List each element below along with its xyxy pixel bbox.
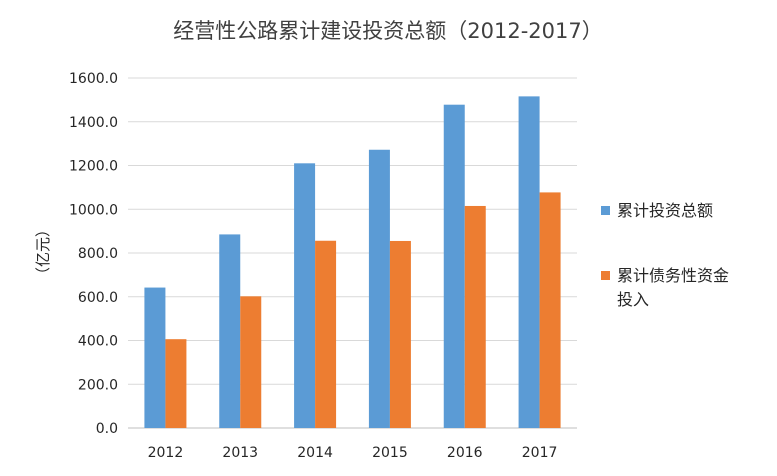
y-axis-label: （亿元） bbox=[34, 222, 52, 282]
y-tick-label: 0.0 bbox=[96, 421, 118, 437]
legend-label: 累计投资总额 bbox=[617, 201, 713, 220]
bar-total-investment-2012 bbox=[144, 287, 166, 428]
bar-total-investment-2013 bbox=[219, 234, 241, 428]
y-tick-label: 600.0 bbox=[78, 290, 118, 306]
x-tick-label: 2014 bbox=[297, 445, 333, 461]
y-tick-label: 1400.0 bbox=[69, 115, 118, 131]
x-tick-label: 2015 bbox=[372, 445, 408, 461]
y-tick-label: 800.0 bbox=[78, 246, 118, 262]
chart-title: 经营性公路累计建设投资总额（2012-2017） bbox=[173, 19, 602, 43]
x-axis-ticks: 2012 2013 2014 2015 2016 2017 bbox=[148, 445, 558, 461]
y-axis-ticks: 0.0 200.0 400.0 600.0 800.0 1000.0 1200.0 1400.… bbox=[69, 71, 118, 437]
y-tick-label: 1200.0 bbox=[69, 159, 118, 175]
y-tick-label: 1000.0 bbox=[69, 202, 118, 218]
legend-label: 累计债务性资金 bbox=[617, 266, 729, 285]
bar-debt-funding-2015 bbox=[389, 240, 411, 428]
legend-swatch bbox=[601, 271, 610, 280]
bar-total-investment-2016 bbox=[443, 104, 465, 428]
legend-swatch bbox=[601, 206, 610, 215]
bar-debt-funding-2014 bbox=[315, 240, 337, 428]
x-tick-label: 2016 bbox=[447, 445, 483, 461]
x-tick-label: 2012 bbox=[148, 445, 184, 461]
bar-total-investment-2015 bbox=[368, 149, 390, 428]
y-tick-label: 200.0 bbox=[78, 377, 118, 393]
y-tick-label: 1600.0 bbox=[69, 71, 118, 87]
bar-debt-funding-2013 bbox=[240, 296, 262, 428]
bar-debt-funding-2016 bbox=[464, 205, 486, 428]
bar-total-investment-2014 bbox=[294, 163, 316, 428]
bar-total-investment-2017 bbox=[518, 96, 540, 428]
bar-debt-funding-2017 bbox=[539, 192, 561, 428]
bars bbox=[144, 96, 561, 428]
y-tick-label: 400.0 bbox=[78, 334, 118, 350]
legend-label: 投入 bbox=[617, 290, 649, 309]
x-tick-label: 2013 bbox=[222, 445, 258, 461]
x-tick-label: 2017 bbox=[522, 445, 558, 461]
gridlines bbox=[128, 77, 577, 429]
bar-debt-funding-2012 bbox=[165, 339, 187, 428]
